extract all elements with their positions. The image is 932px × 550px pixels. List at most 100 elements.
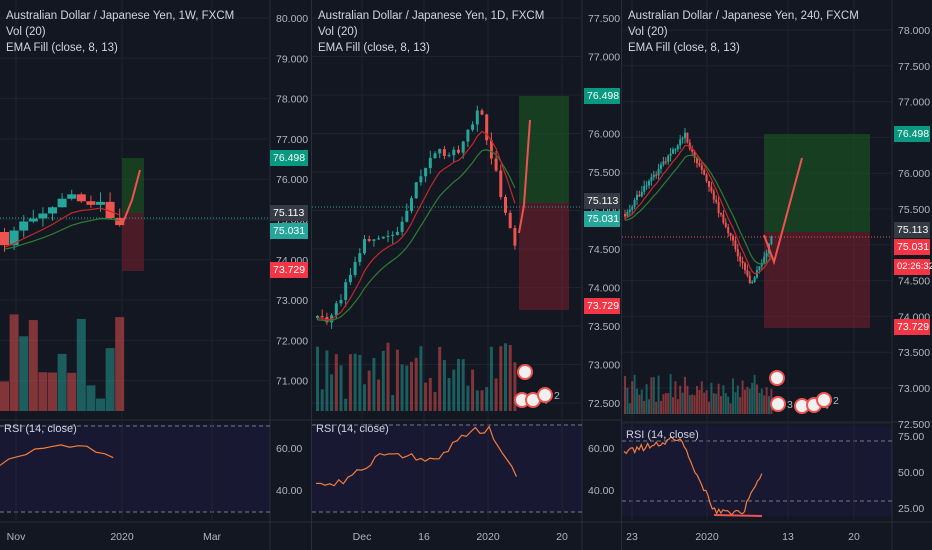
symbol-title[interactable]: Australian Dollar / Japanese Yen, 1W, FX… <box>6 10 235 22</box>
rsi-tick-label: 40.00 <box>588 485 614 497</box>
volume-bar <box>391 394 395 411</box>
candle-body <box>485 114 489 141</box>
volume-bar <box>395 349 399 411</box>
price-tick-label: 73.500 <box>898 347 930 359</box>
candle-body <box>676 145 679 150</box>
pane-header: Australian Dollar / Japanese Yen, 1W, FX… <box>6 8 234 56</box>
candle-body <box>648 181 650 186</box>
candle-body <box>372 239 376 241</box>
candle-body <box>645 185 648 187</box>
price-tick-label: 74.500 <box>898 276 930 288</box>
rsi-band <box>312 424 582 512</box>
volume-bar <box>508 344 512 411</box>
candle-body <box>471 124 475 130</box>
volume-bar <box>471 369 475 411</box>
candle-body <box>746 270 749 276</box>
candle-body <box>499 170 503 197</box>
chart-pane-4h[interactable]: 78.00077.50077.00076.50076.00075.50075.0… <box>622 0 932 550</box>
ema-indicator-label[interactable]: EMA Fill (close, 8, 13) <box>628 42 740 54</box>
volume-bar <box>400 364 404 411</box>
volume-bar <box>664 393 667 414</box>
candle-body <box>753 277 756 282</box>
candle-body <box>700 165 703 170</box>
volume-bar <box>760 388 763 414</box>
projection-path <box>518 119 531 234</box>
volume-bar <box>739 397 742 414</box>
rsi-line <box>315 425 517 487</box>
rsi-tick-label: 25.00 <box>898 503 924 515</box>
price-tick-label: 73.500 <box>588 321 620 333</box>
candle-body <box>377 238 381 240</box>
four-hour-chart-canvas[interactable]: 78.00077.50077.00076.50076.00075.50075.0… <box>622 0 932 550</box>
price-tick-label: 77.000 <box>898 97 930 109</box>
volume-bar <box>640 389 643 414</box>
volume-bar <box>756 384 758 414</box>
price-tick-label: 76.000 <box>588 129 620 141</box>
candle-body <box>626 211 629 217</box>
volume-bar <box>744 389 746 414</box>
volume-indicator-label[interactable]: Vol (20) <box>6 26 46 38</box>
ema-indicator-label[interactable]: EMA Fill (close, 8, 13) <box>318 42 430 54</box>
rsi-indicator-label[interactable]: RSI (14, close) <box>626 429 699 441</box>
volume-bar <box>657 375 660 414</box>
volume-bar <box>746 386 749 414</box>
volume-bar <box>504 343 507 411</box>
rsi-tick-label: 60.00 <box>276 443 302 455</box>
volume-bar <box>466 385 470 411</box>
event-marker-icon-count: 2 <box>554 390 560 402</box>
symbol-title[interactable]: Australian Dollar / Japanese Yen, 240, F… <box>628 10 859 22</box>
volume-bar <box>381 350 385 411</box>
candle-body <box>400 221 404 232</box>
last-price-badge: 75.113 <box>894 222 930 238</box>
volume-bar <box>681 392 684 414</box>
candle-body <box>741 261 744 264</box>
volume-bar <box>741 380 744 414</box>
candle-body <box>751 281 754 283</box>
volume-indicator-label[interactable]: Vol (20) <box>628 26 668 38</box>
rsi-tick-label: 40.00 <box>276 485 302 497</box>
take-profit-zone <box>764 134 870 232</box>
candle-body <box>674 149 677 151</box>
candle-body <box>763 256 766 263</box>
price-tick-label: 73.000 <box>588 360 620 372</box>
ema-indicator-label[interactable]: EMA Fill (close, 8, 13) <box>6 42 118 54</box>
volume-bar <box>624 375 626 414</box>
candle-body <box>633 199 636 207</box>
rsi-band <box>0 424 270 512</box>
event-marker-icon-count: 2 <box>833 395 839 407</box>
projection-path <box>121 169 141 226</box>
volume-bar <box>722 385 725 414</box>
candle-body <box>419 176 423 183</box>
symbol-title[interactable]: Australian Dollar / Japanese Yen, 1D, FX… <box>318 10 545 22</box>
candle-body <box>640 191 643 197</box>
time-tick-label: 16 <box>418 531 430 543</box>
rsi-indicator-label[interactable]: RSI (14, close) <box>4 423 77 435</box>
candle-body <box>316 315 319 318</box>
volume-bar <box>410 361 413 411</box>
volume-bar <box>372 357 376 411</box>
volume-bar <box>494 378 498 411</box>
chart-pane-daily[interactable]: 77.50077.00076.50076.00075.50075.00074.5… <box>312 0 622 550</box>
rsi-divergence-line <box>713 514 763 517</box>
volume-bar <box>662 394 665 414</box>
volume-bar <box>715 393 718 414</box>
daily-chart-canvas[interactable]: 77.50077.00076.50076.00075.50075.00074.5… <box>312 0 622 550</box>
volume-indicator-label[interactable]: Vol (20) <box>318 26 358 38</box>
price-tick-label: 71.000 <box>276 376 308 388</box>
weekly-chart-canvas[interactable]: 80.00079.00078.00077.00076.00075.00074.0… <box>0 0 312 550</box>
volume-bar <box>320 389 324 411</box>
volume-bar <box>693 395 696 414</box>
rsi-indicator-label[interactable]: RSI (14, close) <box>316 423 389 435</box>
volume-bar <box>367 370 371 411</box>
candle-body <box>447 155 451 157</box>
volume-bar <box>703 392 706 414</box>
volume-bar <box>729 403 732 414</box>
volume-bar <box>691 394 694 414</box>
price-tick-label: 73.000 <box>898 383 930 395</box>
volume-bar <box>633 374 636 414</box>
candle-body <box>461 141 465 153</box>
volume-bar <box>38 372 48 411</box>
candle-body <box>348 274 352 283</box>
chart-pane-weekly[interactable]: 80.00079.00078.00077.00076.00075.00074.0… <box>0 0 312 550</box>
volume-bar <box>652 377 655 414</box>
